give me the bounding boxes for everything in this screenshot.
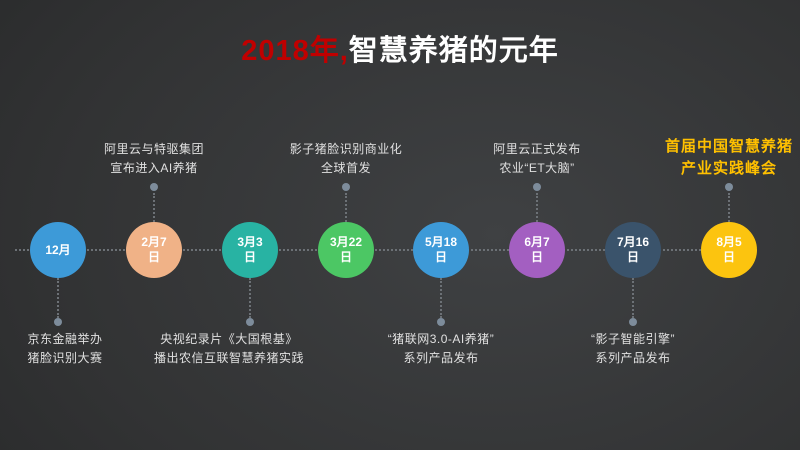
milestone-date: 6月7 日 (524, 235, 550, 264)
milestone-date: 8月5 日 (716, 235, 742, 264)
slide-title-text: 智慧养猪的元年 (348, 35, 559, 67)
slide-title-year: 2018年, (241, 35, 349, 67)
connector-line (440, 278, 442, 318)
connector-line (728, 193, 730, 222)
connector-line (536, 193, 538, 222)
connector-dot (437, 318, 445, 326)
connector-dot (150, 183, 158, 191)
milestone-label: 央视纪录片《大国根基》 播出农信互联智慧养猪实践 (153, 332, 304, 365)
milestone-circle: 8月5 日 (701, 222, 757, 278)
milestone-label: 阿里云与特驱集团 宣布进入AI养猪 (103, 142, 204, 175)
milestone-circle: 12月 (30, 222, 86, 278)
milestone-circle: 3月22 日 (318, 222, 374, 278)
milestone-circle: 2月7 日 (126, 222, 182, 278)
connector-dot (725, 183, 733, 191)
timeline-axis-line (15, 249, 757, 251)
milestone-label: “影子智能引擎” 系列产品发布 (591, 332, 675, 365)
milestone-date: 7月16 日 (616, 235, 650, 264)
connector-dot (54, 318, 62, 326)
connector-line (57, 278, 59, 318)
milestone-date: 3月3 日 (237, 235, 263, 264)
milestone-circle: 6月7 日 (509, 222, 565, 278)
milestone-label: “猪联网3.0-AI养猪” 系列产品发布 (387, 332, 495, 365)
milestone-date: 3月22 日 (329, 235, 363, 264)
connector-line (632, 278, 634, 318)
slide-title: 2018年,智慧养猪的元年 (0, 27, 800, 69)
connector-line (153, 193, 155, 222)
connector-dot (629, 318, 637, 326)
milestone-label: 阿里云正式发布 农业“ET大脑” (493, 142, 581, 175)
connector-line (345, 193, 347, 222)
connector-line (249, 278, 251, 318)
milestone-circle: 7月16 日 (605, 222, 661, 278)
milestone-circle: 3月3 日 (222, 222, 278, 278)
connector-dot (533, 183, 541, 191)
milestone-label-highlight: 首届中国智慧养猪 产业实践峰会 (664, 138, 793, 177)
milestone-circle: 5月18 日 (413, 222, 469, 278)
milestone-date: 12月 (45, 242, 71, 257)
milestone-date: 2月7 日 (141, 235, 167, 264)
milestone-label: 京东金融举办 猪脸识别大赛 (27, 332, 103, 365)
milestone-date: 5月18 日 (424, 235, 458, 264)
connector-dot (342, 183, 350, 191)
milestone-label: 影子猪脸识别商业化 全球首发 (289, 142, 403, 175)
connector-dot (246, 318, 254, 326)
